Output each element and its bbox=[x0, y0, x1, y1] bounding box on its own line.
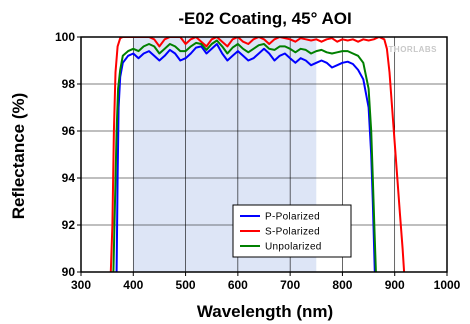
watermark-logo: THORLABS bbox=[389, 45, 438, 54]
legend-label-s-polarized: S-Polarized bbox=[265, 227, 320, 238]
y-tick-label: 94 bbox=[62, 171, 76, 185]
series-line-unpolarized bbox=[112, 39, 377, 272]
x-tick-label: 500 bbox=[176, 278, 196, 292]
x-tick-label: 700 bbox=[280, 278, 300, 292]
chart-title: -E02 Coating, 45° AOI bbox=[178, 9, 351, 28]
legend-label-unpolarized: Unpolarized bbox=[265, 242, 322, 253]
series-line-p-polarized bbox=[115, 43, 376, 272]
legend: P-Polarized S-Polarized Unpolarized bbox=[232, 204, 352, 258]
series-group bbox=[109, 37, 406, 272]
plot-frame bbox=[80, 36, 448, 273]
x-tick-label: 800 bbox=[332, 278, 352, 292]
x-tick-label: 400 bbox=[123, 278, 143, 292]
series-line-s-polarized bbox=[109, 37, 406, 272]
x-axis-label: Wavelength (nm) bbox=[197, 302, 333, 321]
x-tick-label: 600 bbox=[228, 278, 248, 292]
y-tick-label: 96 bbox=[62, 124, 76, 138]
x-tick-label: 1000 bbox=[434, 278, 461, 292]
y-tick-label: 92 bbox=[62, 218, 76, 232]
x-tick-label: 300 bbox=[71, 278, 91, 292]
y-tick-label: 90 bbox=[62, 265, 76, 279]
y-tick-label: 98 bbox=[62, 77, 76, 91]
y-axis-label: Reflectance (%) bbox=[9, 93, 28, 220]
legend-label-p-polarized: P-Polarized bbox=[265, 212, 320, 223]
axis-ticks: 300 400 500 600 700 800 900 1000 90 92 94 96 98 100 bbox=[55, 30, 461, 292]
y-tick-label: 100 bbox=[55, 30, 75, 44]
x-tick-label: 900 bbox=[385, 278, 405, 292]
